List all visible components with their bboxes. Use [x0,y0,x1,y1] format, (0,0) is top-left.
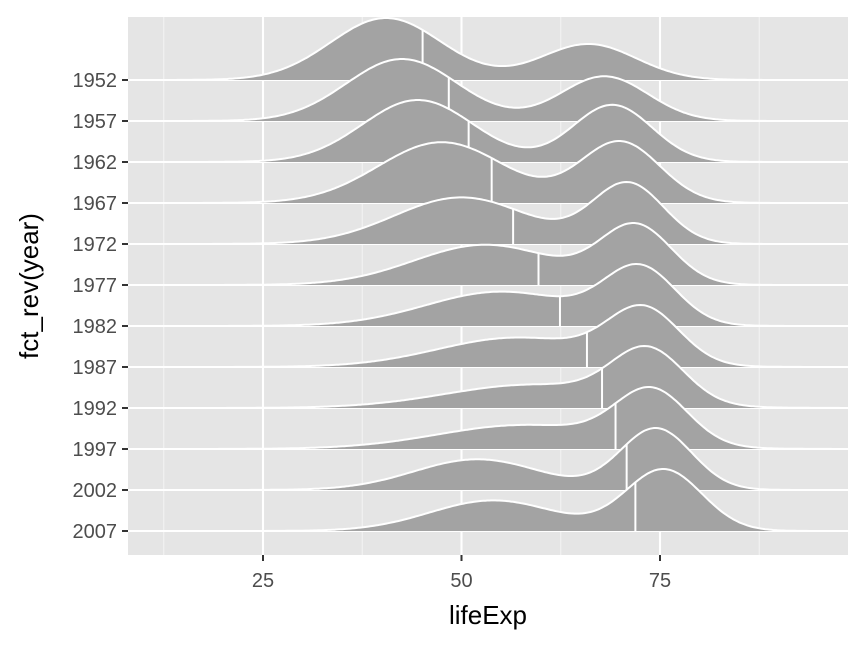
density-area [128,305,843,367]
ridge-1982 [128,262,843,327]
y-tick-label: 1997 [73,439,118,461]
ridge-1987 [128,303,843,368]
density-area [128,100,843,162]
density-outline [128,303,843,368]
density-outline [128,140,843,204]
density-outline [128,427,843,491]
density-area [128,182,843,244]
density-outline [128,344,843,409]
density-outline [128,58,843,122]
x-tick-label: 25 [252,570,274,592]
density-outline [128,386,843,450]
density-area [128,223,843,285]
y-tick-label: 2007 [73,521,118,543]
density-outline [128,180,843,245]
x-axis: 25 50 75 [252,555,671,592]
x-axis-title: lifeExp [449,600,527,630]
ridge-1967 [128,140,843,204]
density-area [128,59,843,121]
density-outline [128,222,843,286]
y-tick-label: 1962 [73,152,118,174]
ridge-1972 [128,180,843,245]
y-tick-label: 2002 [73,480,118,502]
density-area [128,18,843,80]
density-outline [128,262,843,327]
y-tick-label: 1992 [73,398,118,420]
y-tick-label: 1987 [73,357,118,379]
y-tick-label: 1952 [73,70,118,92]
x-tick-label: 50 [450,570,472,592]
y-axis: 1952 1957 1962 1967 1972 1977 1982 1987 1992 1997… [73,70,128,543]
density-outline [128,17,843,81]
y-axis-title: fct_rev(year) [14,213,44,359]
density-outline [128,468,843,532]
y-tick-label: 1957 [73,111,118,133]
density-outline [128,99,843,163]
y-tick-label: 1977 [73,275,118,297]
ridge-2007 [128,468,843,532]
ridge-1977 [128,222,843,286]
y-tick-label: 1982 [73,316,118,338]
y-tick-label: 1967 [73,193,118,215]
y-tick-label: 1972 [73,234,118,256]
density-area [128,469,843,531]
density-ridges [128,17,843,532]
density-area [128,141,843,203]
x-tick-label: 75 [649,570,671,592]
